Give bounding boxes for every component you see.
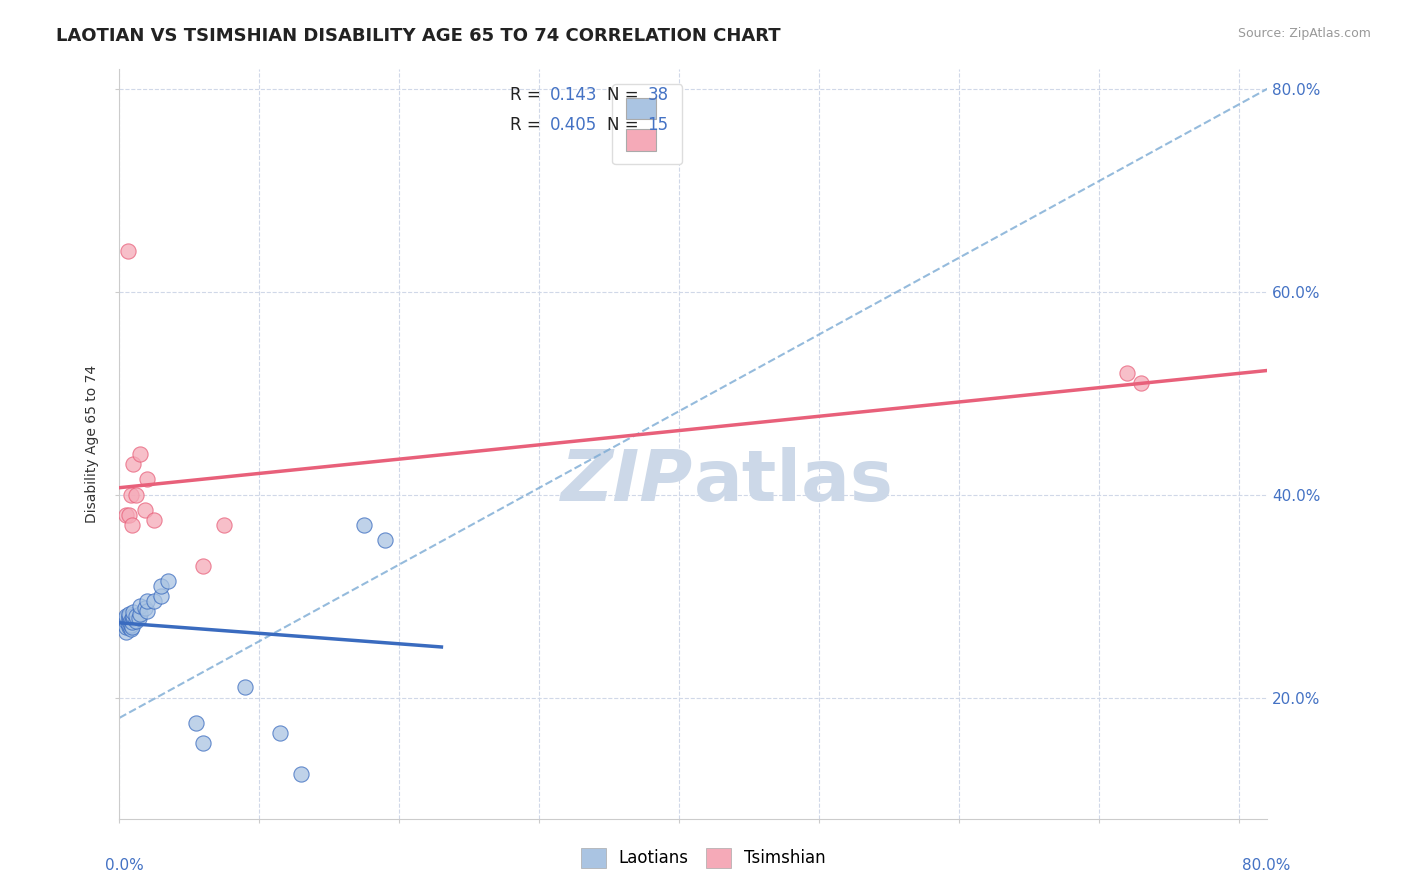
Point	[125, 609, 148, 624]
Point	[150, 589, 173, 603]
Point	[122, 611, 145, 625]
Point	[121, 518, 143, 533]
Point	[118, 615, 141, 629]
Text: 0.405: 0.405	[550, 116, 598, 134]
Point	[1116, 366, 1139, 380]
Point	[118, 609, 141, 624]
Point	[143, 594, 166, 608]
Y-axis label: Disability Age 65 to 74: Disability Age 65 to 74	[86, 365, 100, 523]
Point	[115, 508, 138, 522]
Point	[122, 605, 145, 619]
Point	[129, 599, 152, 614]
Point	[136, 604, 159, 618]
Text: N =: N =	[607, 86, 644, 103]
Point	[186, 715, 208, 730]
Text: 38: 38	[648, 86, 669, 103]
Legend: Laotians, Tsimshian: Laotians, Tsimshian	[574, 841, 832, 875]
Point	[193, 736, 215, 750]
Point	[118, 508, 141, 522]
Point	[121, 619, 143, 633]
Text: R =: R =	[510, 116, 546, 134]
Point	[118, 611, 141, 625]
Point	[290, 766, 312, 780]
Text: ZIP: ZIP	[561, 447, 693, 516]
Text: 80.0%: 80.0%	[1243, 858, 1291, 872]
Point	[129, 447, 152, 461]
Point	[120, 614, 142, 628]
Point	[134, 601, 156, 615]
Point	[122, 457, 145, 471]
Point	[115, 624, 138, 639]
Text: 0.0%: 0.0%	[105, 858, 145, 872]
Text: 15: 15	[648, 116, 669, 134]
Point	[157, 574, 180, 588]
Point	[134, 503, 156, 517]
Point	[125, 488, 148, 502]
Point	[214, 518, 236, 533]
Text: N =: N =	[607, 116, 644, 134]
Point	[125, 615, 148, 629]
Point	[269, 726, 291, 740]
Point	[150, 579, 173, 593]
Point	[115, 615, 138, 629]
Point	[143, 513, 166, 527]
Point	[117, 244, 139, 259]
Point	[1130, 376, 1153, 390]
Point	[374, 533, 396, 548]
Point	[235, 681, 257, 695]
Text: LAOTIAN VS TSIMSHIAN DISABILITY AGE 65 TO 74 CORRELATION CHART: LAOTIAN VS TSIMSHIAN DISABILITY AGE 65 T…	[56, 27, 780, 45]
Point	[118, 617, 141, 632]
Point	[120, 488, 142, 502]
Point	[122, 609, 145, 624]
Point	[118, 607, 141, 622]
Point	[193, 558, 215, 573]
Point	[353, 518, 375, 533]
Legend: , : ,	[613, 85, 682, 164]
Point	[115, 609, 138, 624]
Text: Source: ZipAtlas.com: Source: ZipAtlas.com	[1237, 27, 1371, 40]
Point	[136, 472, 159, 486]
Point	[118, 619, 141, 633]
Point	[136, 594, 159, 608]
Text: atlas: atlas	[693, 447, 893, 516]
Point	[128, 611, 150, 625]
Point	[121, 615, 143, 630]
Text: R =: R =	[510, 86, 546, 103]
Text: 0.143: 0.143	[550, 86, 598, 103]
Point	[115, 611, 138, 625]
Point	[115, 619, 138, 633]
Point	[120, 617, 142, 632]
Point	[129, 607, 152, 622]
Point	[120, 622, 142, 636]
